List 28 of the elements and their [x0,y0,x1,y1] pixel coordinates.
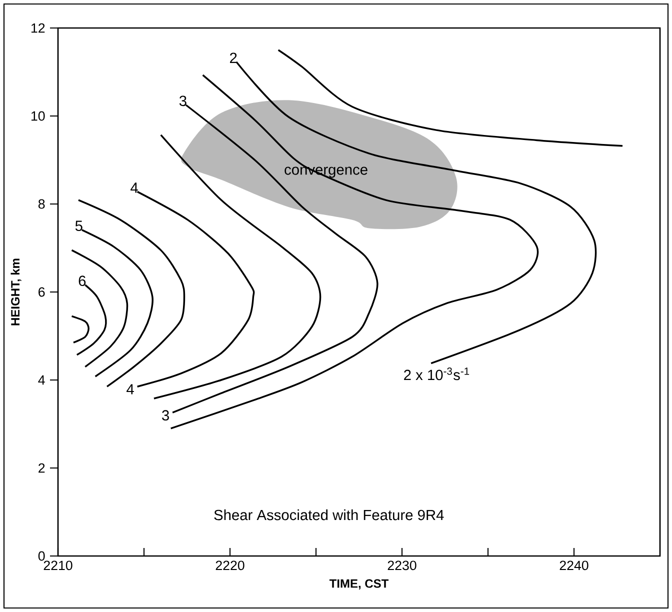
y-tick-label: 12 [31,23,45,33]
y-tick-label: 0 [38,551,45,561]
x-axis-title: TIME, CST [329,579,389,590]
y-tick-label: 10 [31,111,45,121]
line-series [70,315,90,344]
x-tick-label: 2220 [216,560,244,570]
y-tick-label: 8 [38,199,45,209]
annotation: Shear Associated with Feature 9R4 [214,509,444,520]
annotation: 3 [162,410,169,421]
y-tick-label: 2 [38,463,45,473]
x-tick-label: 2230 [388,560,416,570]
line-series [136,190,255,388]
y-axis-title: HEIGHT, km [10,258,22,326]
y-tick-label: 6 [38,287,45,297]
line-series [170,74,538,430]
annotation: 2 x 10$^{-3}$s$^{-1}$ [404,368,470,380]
line-series [76,284,107,356]
annotation: 6 [78,276,86,286]
annotation: 4 [130,182,138,193]
x-tick-label: 2210 [44,560,72,570]
annotation: 3 [179,96,186,106]
y-tick-label: 4 [38,375,45,385]
annotation: 4 [126,384,134,394]
x-tick-label: 2240 [560,560,588,570]
annotation: 5 [75,220,82,232]
annotation: 2 [230,52,237,63]
line-series [70,249,128,368]
line-series [277,49,624,147]
